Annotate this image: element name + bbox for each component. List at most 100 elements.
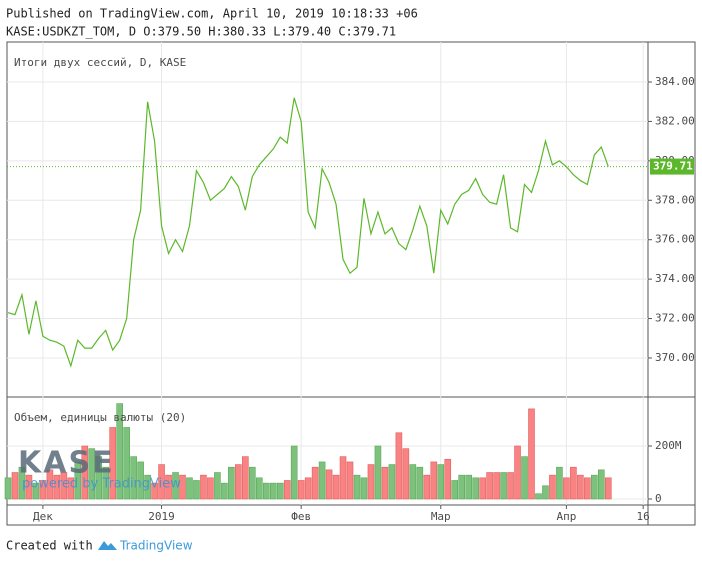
footer-created: Created with: [6, 539, 93, 553]
volume-bar: [235, 464, 242, 500]
volume-bar: [255, 477, 263, 500]
volume-bar: [416, 466, 424, 500]
volume-bar: [577, 474, 584, 500]
volume-bar: [332, 474, 340, 500]
volume-bar: [521, 456, 528, 500]
volume-bar: [39, 480, 47, 500]
y-tick-label: 200M: [655, 439, 682, 452]
volume-pane-title: Объем, единицы валюты (20): [14, 411, 186, 424]
volume-bar: [228, 466, 235, 500]
last-price-box: [650, 158, 694, 175]
volume-bar: [381, 466, 389, 500]
x-tick-label: Мар: [431, 510, 451, 523]
x-tick-label: 2019: [148, 510, 175, 523]
symbol-line: KASE:USDKZT_TOM, D O:379.50 H:380.33 L:3…: [6, 25, 396, 39]
volume-bar: [479, 477, 486, 500]
volume-bar: [186, 477, 193, 500]
price-line: [7, 97, 609, 368]
volume-bar: [514, 445, 521, 500]
published-line: Published on TradingView.com, April 10, …: [6, 7, 418, 21]
volume-bar: [472, 477, 479, 500]
volume-bar: [137, 461, 144, 500]
y-tick-label: 374.00: [655, 272, 695, 285]
volume-bar: [374, 445, 382, 500]
volume-bar: [346, 461, 354, 500]
volume-bar: [242, 456, 249, 500]
tv-logo-icon: [98, 541, 117, 550]
volume-bar: [158, 464, 165, 500]
volume-bar: [81, 445, 89, 500]
volume-bar: [367, 464, 375, 500]
volume-bar: [535, 493, 542, 500]
volume-bar: [388, 464, 396, 500]
volume-bar: [214, 472, 221, 500]
volume-bar: [116, 403, 123, 500]
plot-layer: 370.00372.00374.00376.00378.00380.00382.…: [4, 42, 695, 523]
volume-bar: [465, 474, 472, 500]
volume-bar: [395, 432, 403, 500]
volume-bar: [584, 477, 591, 500]
volume-bar: [311, 466, 319, 500]
volume-bar: [109, 427, 116, 500]
volume-bar: [67, 477, 75, 500]
volume-bar: [102, 466, 110, 500]
volume-bar: [556, 466, 563, 500]
volume-bar: [402, 448, 410, 500]
volume-bar: [423, 474, 431, 500]
volume-bar: [88, 448, 96, 500]
x-tick-label: Апр: [556, 510, 576, 523]
volume-bar: [74, 461, 82, 500]
volume-bar: [339, 456, 347, 500]
volume-bar: [144, 474, 151, 500]
x-tick-label: Фев: [291, 510, 311, 523]
volume-bar: [123, 427, 130, 500]
last-price-label: 379.71: [653, 160, 693, 173]
volume-bar: [304, 477, 312, 500]
volume-bar: [18, 466, 26, 500]
volume-bar: [165, 474, 172, 500]
y-tick-label: 0: [655, 492, 662, 505]
volume-bar: [32, 482, 40, 500]
volume-bar: [276, 482, 284, 500]
watermark-powered: powered by TradingView: [22, 477, 181, 492]
volume-bar: [297, 480, 305, 500]
y-tick-label: 370.00: [655, 351, 695, 364]
volume-bar: [172, 472, 179, 500]
volume-bar: [46, 469, 54, 500]
watermark-logo: KASE: [18, 446, 115, 481]
volume-bar: [493, 472, 500, 500]
volume-bar: [11, 472, 19, 500]
volume-bar: [25, 474, 33, 500]
volume-bar: [591, 474, 598, 500]
volume-bar: [604, 477, 612, 500]
footer-brand[interactable]: TradingView: [119, 539, 193, 553]
y-tick-label: 372.00: [655, 312, 695, 325]
volume-bar: [200, 474, 207, 500]
volume-bar: [500, 472, 507, 500]
volume-bar: [563, 477, 570, 500]
volume-bar: [318, 461, 326, 500]
y-tick-label: 378.00: [655, 193, 695, 206]
volume-bar: [507, 472, 514, 500]
volume-bar: [458, 474, 466, 500]
volume-bar: [151, 482, 158, 500]
volume-bar: [528, 408, 535, 500]
volume-bar: [437, 464, 445, 500]
volume-bar: [95, 456, 103, 500]
volume-bar: [409, 464, 417, 500]
volume-bar: [325, 469, 333, 500]
volume-bar: [221, 482, 228, 500]
volume-bar: [269, 482, 277, 500]
volume-bar: [549, 474, 556, 500]
volume-bar: [430, 461, 438, 500]
volume-bar: [193, 480, 200, 500]
volume-bar: [179, 474, 186, 500]
x-tick-label: Дек: [33, 510, 53, 523]
volume-bar: [53, 474, 61, 500]
volume-bar: [290, 445, 298, 500]
volume-bar: [597, 469, 605, 500]
y-tick-label: 382.00: [655, 114, 695, 127]
price-pane-title: Итоги двух сессий, D, KASE: [14, 56, 186, 69]
